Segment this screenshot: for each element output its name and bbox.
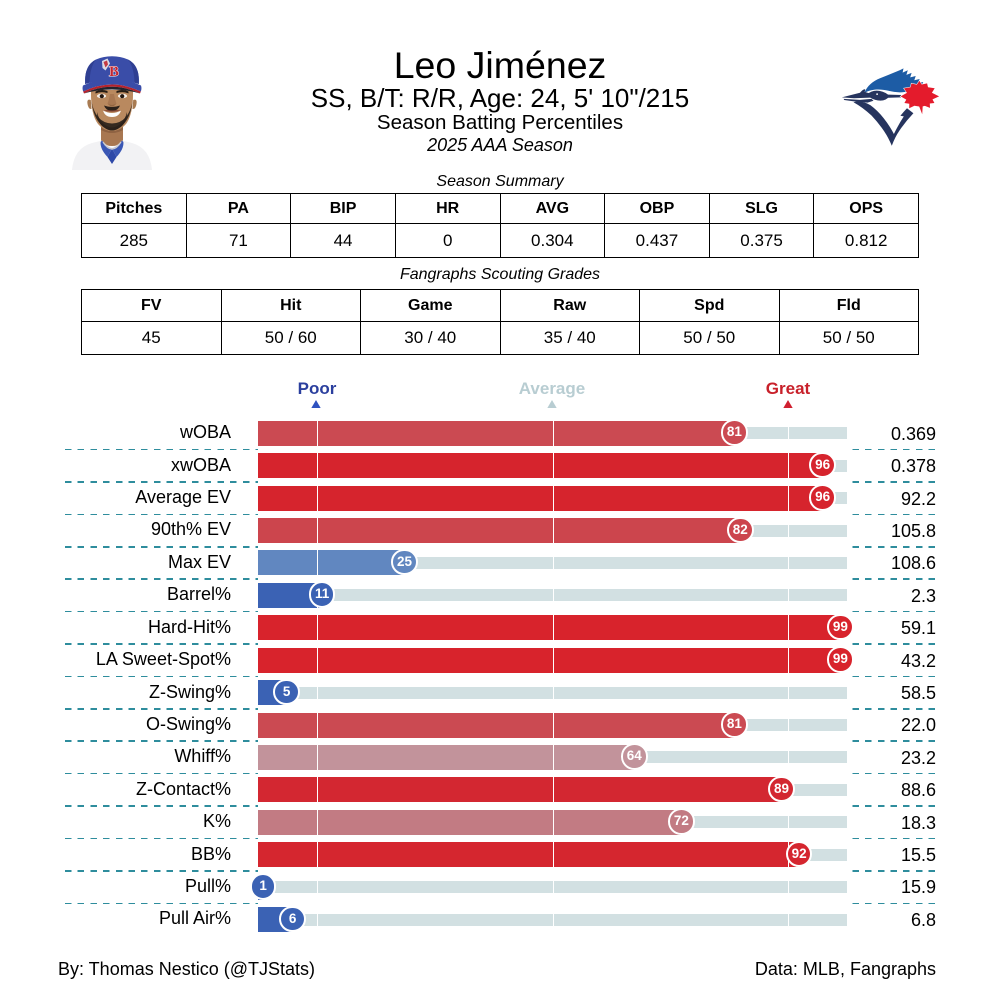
svg-text:B: B xyxy=(109,64,119,80)
